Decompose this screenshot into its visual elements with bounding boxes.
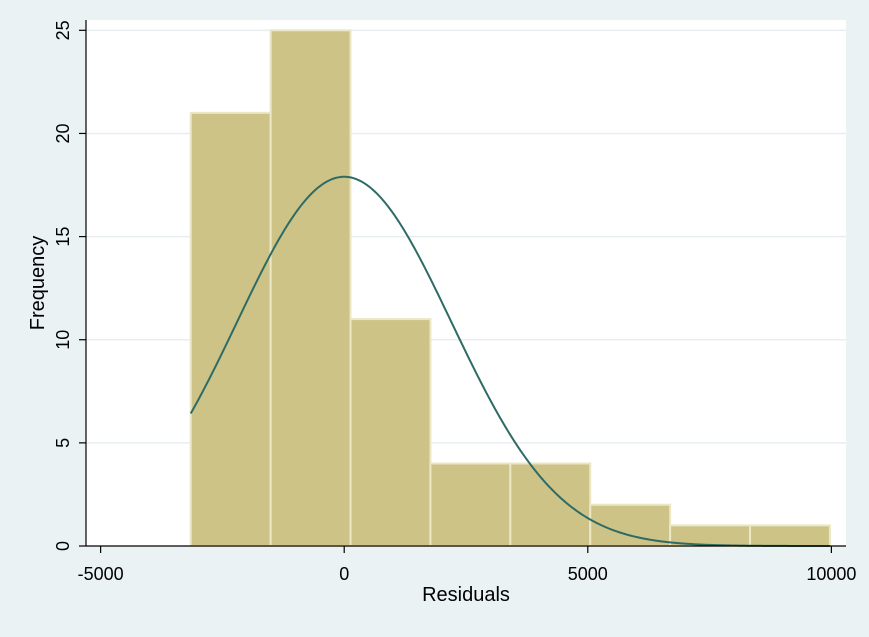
histogram-bars	[189, 29, 831, 548]
y-tick-label-15: 15	[53, 227, 73, 247]
y-tick-label-25: 25	[53, 20, 73, 40]
histogram-bar-8	[749, 524, 831, 548]
histogram-bar-2	[269, 29, 352, 548]
normal-curve-layer	[189, 175, 830, 547]
x-tick-label-5000: 5000	[568, 564, 608, 584]
histogram-bar-1	[189, 111, 272, 548]
x-tick-label-0: 0	[339, 564, 349, 584]
histogram-bar-3	[349, 318, 432, 548]
histogram-bar-5	[509, 462, 592, 548]
y-tick-label-0: 0	[53, 541, 73, 551]
x-axis-label: Residuals	[422, 584, 510, 606]
x-tick-label-10000: 10000	[806, 564, 856, 584]
y-axis-label: Frequency	[27, 236, 49, 331]
x-tick-label--5000: -5000	[78, 564, 124, 584]
normal-density-curve	[189, 175, 830, 547]
histogram-bar-4	[429, 462, 512, 548]
y-tick-label-20: 20	[53, 123, 73, 143]
y-tick-label-5: 5	[53, 438, 73, 448]
axes: 0 5 10 15 20 25 -5000 0 5000 10000	[53, 20, 856, 584]
y-tick-label-10: 10	[53, 330, 73, 350]
